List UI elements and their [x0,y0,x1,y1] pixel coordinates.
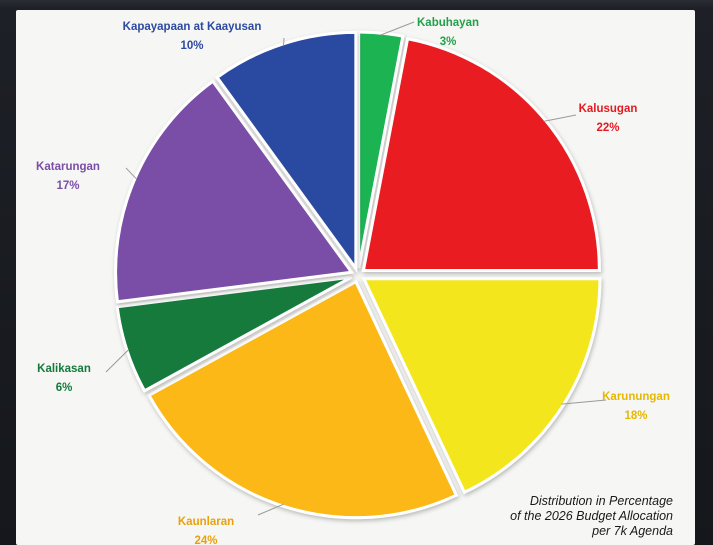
slice-label: Katarungan 17% [36,161,100,192]
slice-label: Kapayapaan at Kaayusan 10% [123,21,262,52]
leader-line [380,21,415,36]
pie-slice-kaunlaran [146,279,459,520]
pie-slice-kapayapaan-at-kaayusan [215,30,358,273]
caption-line-2: of the 2026 Budget Allocation [510,509,673,523]
caption-line-1: Distribution in Percentage [529,494,673,508]
slice-label: Kaunlaran 24% [178,516,234,545]
leader-line [105,349,130,373]
slice-label: Kalikasan 6% [37,363,91,394]
leader-line [543,114,577,122]
pie-slice-kalusugan [361,36,601,273]
slice-label: Kabuhayan 3% [417,17,479,48]
pie-slice-kalikasan [115,275,353,393]
leader-line [257,503,284,516]
pie-slice-karunungan [361,277,602,495]
leader-line [561,399,607,405]
pie-slice-katarungan [114,79,355,304]
chart-panel: Kabuhayan 3% Kalusugan 22% Karunungan 18% Kaun… [16,10,695,545]
chart-caption: Distribution in Percentage of the 2026 B… [433,494,673,539]
pie-slice-kabuhayan [357,30,405,269]
slice-label: Kalusugan 22% [579,103,638,134]
caption-line-3: per 7k Agenda [592,524,673,538]
leader-line [125,167,138,180]
slice-label: Karunungan 18% [602,391,670,422]
pie-chart: Kabuhayan 3% Kalusugan 22% Karunungan 18% Kaun… [36,17,670,545]
